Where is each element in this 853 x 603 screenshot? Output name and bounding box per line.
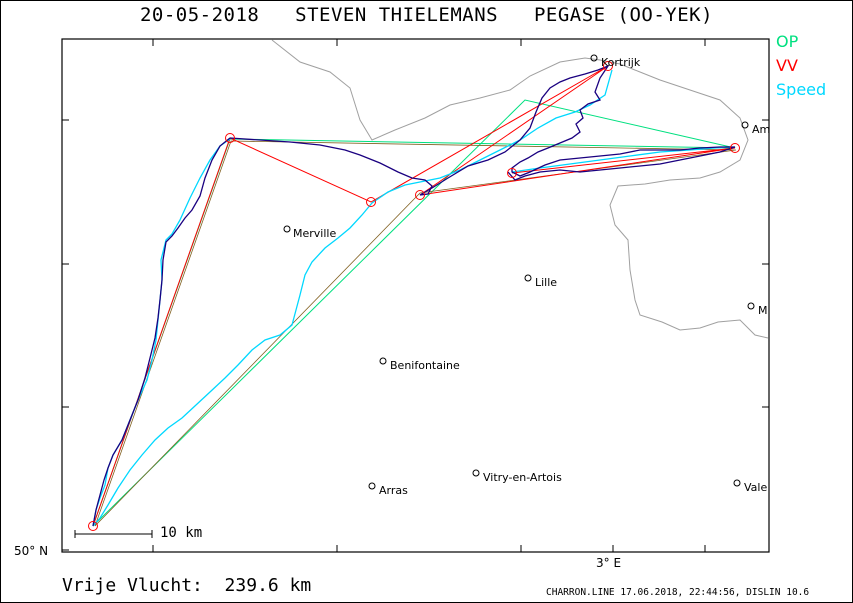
map-title: 20-05-2018 STEVEN THIELEMANS PEGASE (OO-… [139, 4, 714, 26]
town-label-merville: Merville [293, 227, 337, 240]
scale-bar [74, 530, 153, 538]
town-label-arras: Arras [379, 484, 408, 497]
op-route-alt [94, 140, 737, 527]
vv-route [92, 65, 736, 527]
town-label-vale: Vale [744, 481, 768, 494]
turnpoints [88, 61, 740, 531]
legend-op: OP [776, 32, 799, 51]
town-label-am: Am [752, 123, 771, 136]
scale-label: 10 km [160, 525, 203, 541]
flight-track [92, 137, 231, 527]
axis-ticks [62, 39, 769, 552]
town-markers [283, 54, 755, 490]
country-border [271, 39, 769, 339]
town-label-lille: Lille [535, 276, 558, 289]
town-label-kortrijk: Kortrijk [601, 56, 641, 69]
latitude-label: 50° N [14, 544, 49, 558]
footer-info: CHARRON.LINE 17.06.2018, 22:44:56, DISLI… [546, 587, 810, 598]
town-label-benifontaine: Benifontaine [390, 359, 460, 372]
longitude-label: 3° E [596, 556, 622, 570]
distance-summary: Vrije Vlucht: 239.6 km [62, 575, 312, 596]
legend-speed: Speed [776, 80, 827, 99]
speed-track-3 [511, 146, 736, 173]
town-label-m: M [758, 304, 768, 317]
speed-track-2 [92, 69, 613, 527]
legend-vv: VV [776, 56, 798, 75]
town-label-vitry: Vitry-en-Artois [483, 471, 562, 484]
plot-frame [61, 38, 770, 553]
op-route [92, 99, 736, 527]
